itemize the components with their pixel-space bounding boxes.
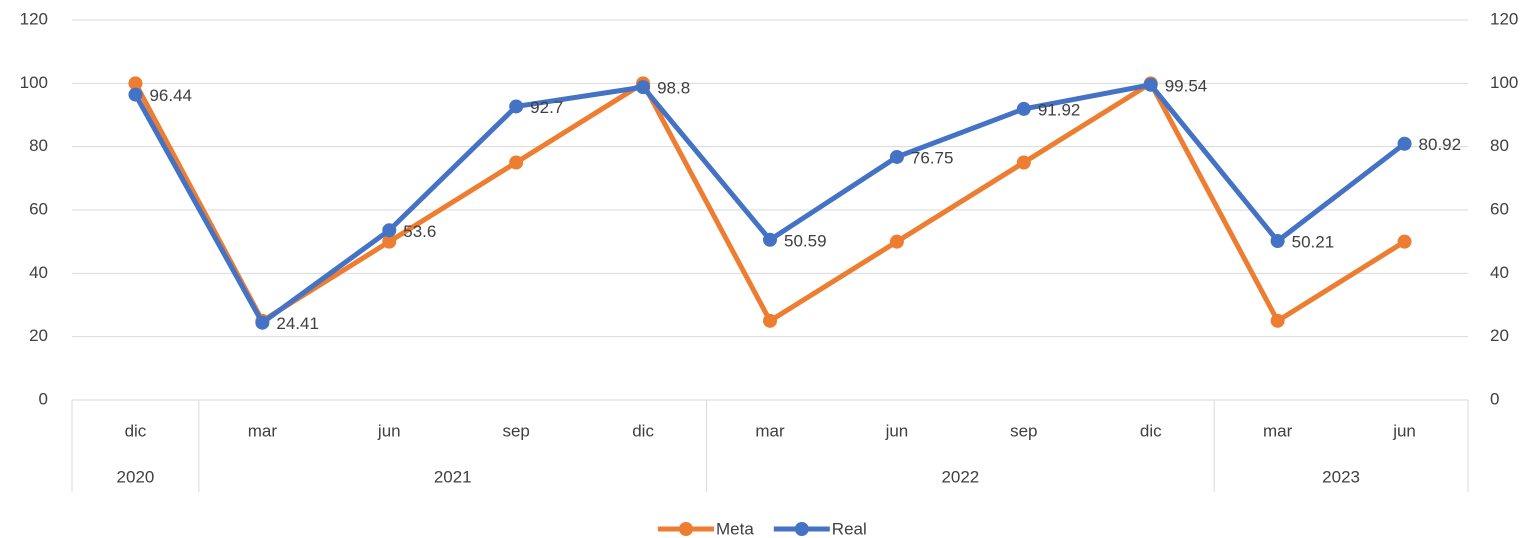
x-tick-label: dic bbox=[125, 421, 147, 440]
point bbox=[128, 76, 143, 91]
point bbox=[1270, 234, 1285, 249]
legend-marker bbox=[679, 522, 693, 536]
y-tick-label: 0 bbox=[39, 389, 48, 408]
y2-tick-label: 80 bbox=[1490, 136, 1509, 155]
x-tick-label: mar bbox=[248, 421, 278, 440]
point bbox=[255, 315, 270, 330]
data-label: 92.7 bbox=[530, 98, 563, 117]
x-tick-label: sep bbox=[502, 421, 529, 440]
x-tick-label: mar bbox=[1263, 421, 1293, 440]
y2-tick-label: 120 bbox=[1490, 9, 1518, 28]
x-tick-label: jun bbox=[885, 421, 909, 440]
x-tick-label: jun bbox=[1392, 421, 1416, 440]
group-label: 2020 bbox=[117, 467, 155, 486]
y2-tick-label: 60 bbox=[1490, 199, 1509, 218]
point bbox=[1143, 77, 1158, 92]
y-tick-label: 120 bbox=[20, 9, 48, 28]
point bbox=[889, 234, 904, 249]
point bbox=[1397, 136, 1412, 151]
group-label: 2023 bbox=[1322, 467, 1360, 486]
y-tick-label: 40 bbox=[29, 263, 48, 282]
data-label: 53.6 bbox=[403, 222, 436, 241]
legend-marker bbox=[794, 522, 809, 536]
legend-label: Meta bbox=[716, 519, 754, 538]
data-label: 99.54 bbox=[1165, 76, 1208, 95]
x-tick-label: sep bbox=[1010, 421, 1037, 440]
x-tick-label: dic bbox=[632, 421, 654, 440]
group-label: 2021 bbox=[434, 467, 472, 486]
point bbox=[763, 313, 777, 328]
y2-tick-label: 100 bbox=[1490, 73, 1518, 92]
y-tick-label: 60 bbox=[29, 199, 48, 218]
data-label: 96.44 bbox=[149, 86, 192, 105]
data-label: 91.92 bbox=[1038, 100, 1081, 119]
data-label: 76.75 bbox=[911, 148, 954, 167]
y2-tick-label: 40 bbox=[1490, 263, 1509, 282]
y-tick-label: 100 bbox=[20, 73, 48, 92]
y2-tick-label: 20 bbox=[1490, 326, 1509, 345]
y2-tick-label: 0 bbox=[1490, 389, 1499, 408]
legend-label: Real bbox=[832, 519, 867, 538]
point bbox=[509, 155, 524, 170]
data-label: 50.59 bbox=[784, 231, 827, 250]
point bbox=[1270, 313, 1285, 328]
point bbox=[1016, 155, 1031, 170]
y-tick-label: 80 bbox=[29, 136, 48, 155]
x-tick-label: jun bbox=[377, 421, 401, 440]
point bbox=[382, 234, 397, 249]
point bbox=[509, 99, 524, 114]
data-label: 98.8 bbox=[657, 79, 690, 98]
point bbox=[382, 223, 397, 238]
point bbox=[763, 232, 777, 247]
series-line bbox=[133, 80, 1406, 324]
data-label: 80.92 bbox=[1419, 135, 1462, 154]
data-label: 50.21 bbox=[1292, 232, 1335, 251]
point bbox=[636, 80, 651, 95]
x-tick-label: mar bbox=[755, 421, 785, 440]
point bbox=[889, 149, 904, 164]
point bbox=[128, 87, 143, 102]
y-tick-label: 20 bbox=[29, 326, 48, 345]
data-label: 24.41 bbox=[276, 314, 319, 333]
x-tick-label: dic bbox=[1140, 421, 1162, 440]
point bbox=[1016, 101, 1031, 116]
group-label: 2022 bbox=[941, 467, 979, 486]
point bbox=[1397, 234, 1412, 249]
